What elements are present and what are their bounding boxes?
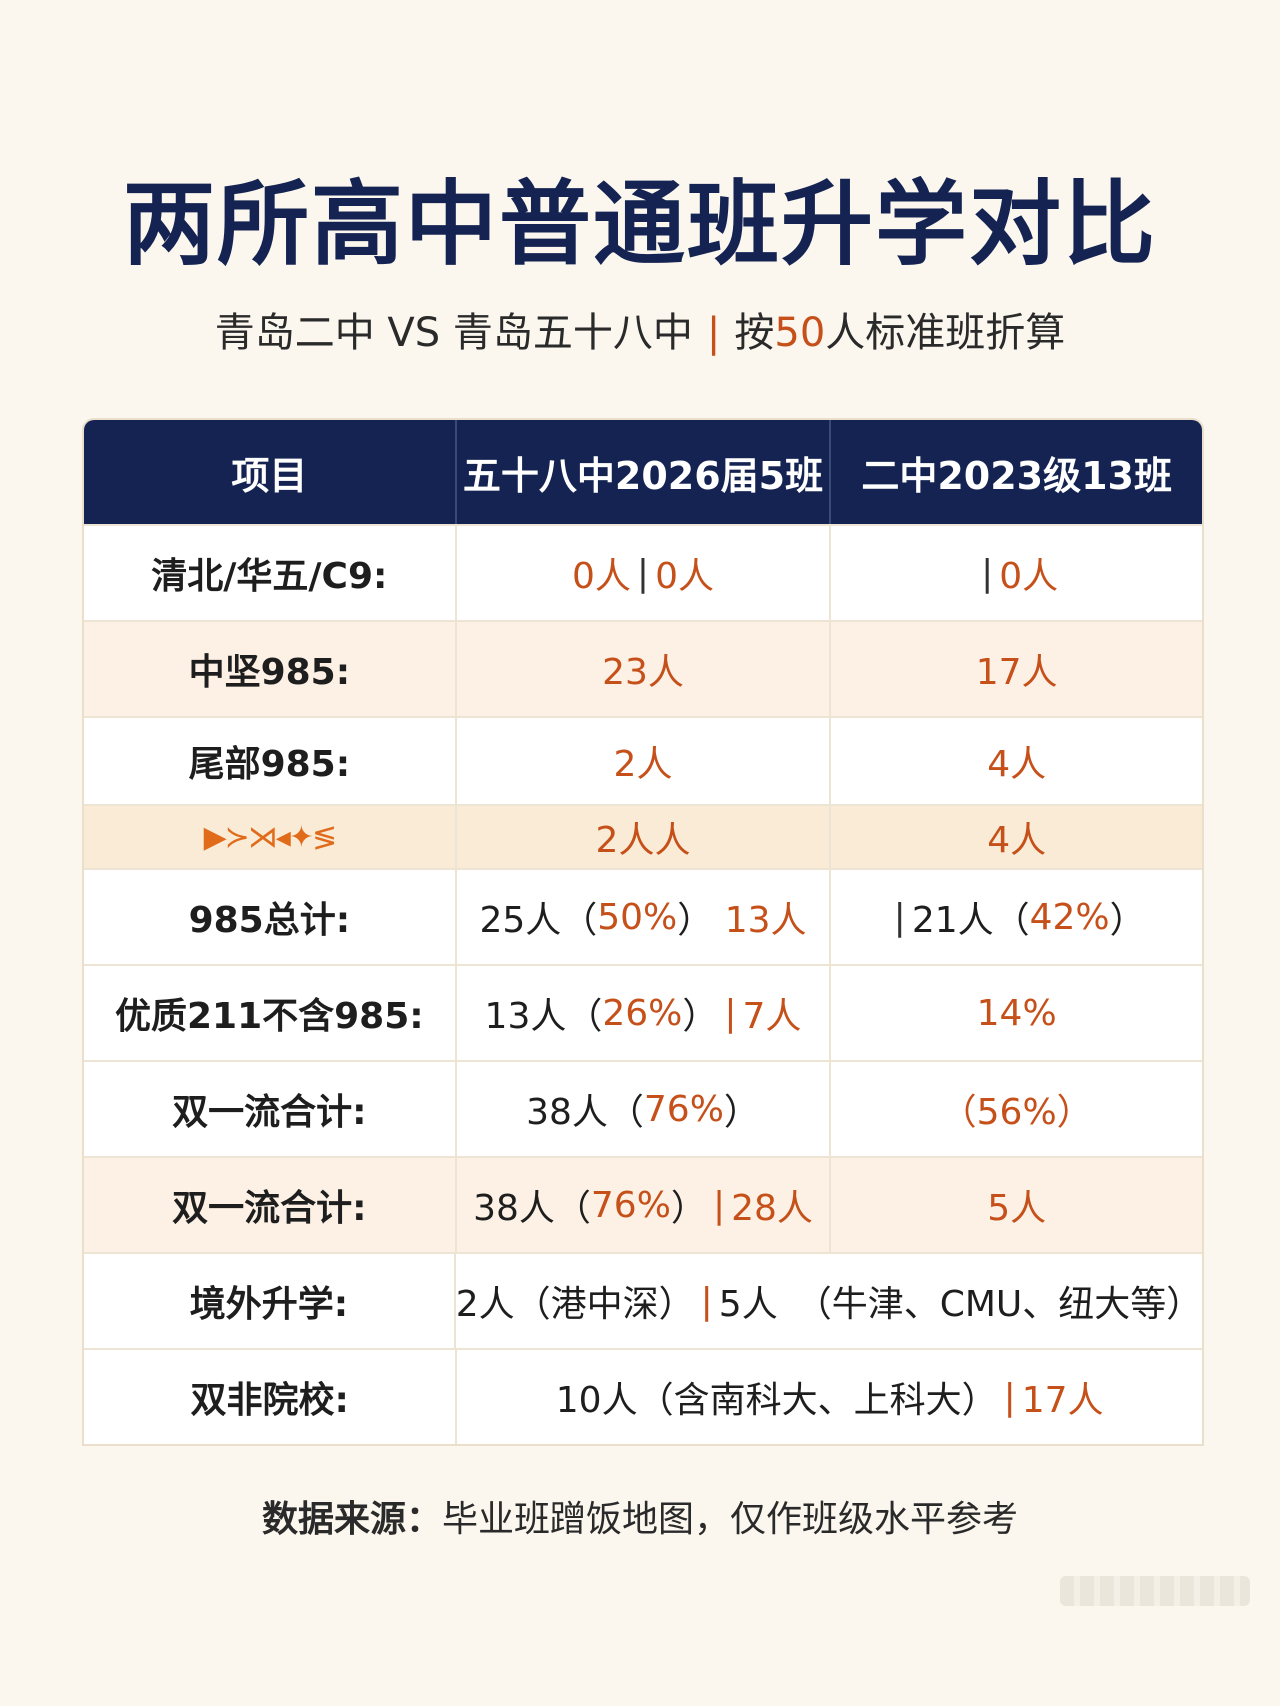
row-label: 清北/华五/C9:	[84, 526, 457, 620]
cell-value-merged: 2人（港中深） | 5人 （牛津、CMU、纽大等）	[456, 1254, 1202, 1348]
row-label: 双一流合计:	[84, 1158, 457, 1252]
table-row: 尾部985: 2人 4人	[84, 716, 1202, 804]
cell-value: 13人（ 26%） | 7人	[457, 966, 832, 1060]
table-row: 中坚985: 23人 17人	[84, 620, 1202, 716]
value-part: ）	[1109, 900, 1146, 941]
cell-value: 14%	[976, 992, 1057, 1034]
table-row: 985总计: 25人（ 50%） 13人 | 21人（ 42%）	[84, 868, 1202, 964]
divider: |	[724, 992, 737, 1034]
row-label: 优质211不含985:	[84, 966, 457, 1060]
value-part: 25人（	[479, 900, 598, 941]
value-part: 38人（	[526, 1092, 644, 1133]
row-label: 双一流合计:	[84, 1062, 457, 1156]
value-part: ）	[677, 900, 714, 941]
divider: |	[700, 1280, 713, 1322]
divider: |	[712, 1184, 726, 1226]
row-label: 尾部985:	[84, 718, 457, 804]
value-extra: 28人	[731, 1188, 813, 1229]
value-part: ）	[723, 1092, 760, 1133]
value-extra: 7人	[742, 996, 802, 1037]
cell-value: | 21人（ 42%）	[831, 870, 1202, 964]
value-part: 0人	[572, 556, 631, 597]
value-part: 21人（	[911, 900, 1030, 941]
value-part: 13人（	[484, 996, 603, 1037]
cell-value: （56%）	[940, 1092, 1093, 1133]
page-title: 两所高中普通班升学对比	[122, 171, 1157, 278]
table-row: 优质211不含985: 13人（ 26%） | 7人 14%	[84, 964, 1202, 1060]
cell-value: 2人人	[457, 806, 832, 868]
cell-value: 5人	[987, 1188, 1047, 1229]
cell-value: 38人（ 76%）	[457, 1062, 832, 1156]
cell-value: 25人（ 50%） 13人	[457, 870, 832, 964]
table-row: 双一流合计: 38人（ 76%） | 28人 5人	[84, 1156, 1202, 1252]
table-row: 双一流合计: 38人（ 76%） （56%）	[84, 1060, 1202, 1156]
footer-source-note: 数据来源：毕业班蹭饭地图，仅作班级水平参考	[0, 1490, 1280, 1542]
row-label: 中坚985:	[84, 622, 457, 716]
divider: |	[981, 552, 994, 594]
comparison-table: 项目 五十八中2026届5班 二中2023级13班 清北/华五/C9: 0人 | 0…	[82, 418, 1204, 1446]
divider: |	[1003, 1376, 1016, 1418]
header-school-58: 五十八中2026届5班	[457, 420, 832, 524]
row-label: 985总计:	[84, 870, 457, 964]
cell-value: 17人	[975, 652, 1058, 693]
header-item: 项目	[84, 420, 457, 524]
row-label-glyphs: ▶≻⋊◂✦≶	[84, 806, 457, 868]
cell-value: 4人	[987, 820, 1047, 861]
table-row: 清北/华五/C9: 0人 | 0人 | 0人	[84, 524, 1202, 620]
table-row: 境外升学: 2人（港中深） | 5人 （牛津、CMU、纽大等）	[84, 1252, 1202, 1348]
footer-label: 数据来源：	[261, 1499, 442, 1540]
cell-value: 0人 | 0人	[457, 526, 832, 620]
table-row: 双非院校: 10人（含南科大、上科大） | 17人	[84, 1348, 1202, 1444]
row-label: 双非院校:	[84, 1350, 458, 1444]
subtitle-class-size: 50	[774, 310, 826, 356]
value-part: ）	[682, 996, 719, 1037]
cell-value: 4人	[987, 744, 1047, 785]
divider: |	[893, 896, 906, 938]
header-school-2: 二中2023级13班	[861, 453, 1172, 498]
cell-value: 2人	[457, 718, 832, 804]
value-percent: 42%	[1029, 896, 1110, 938]
footer-text: 毕业班蹭饭地图，仅作班级水平参考	[442, 1499, 1019, 1540]
page-subtitle: 青岛二中 VS 青岛五十八中 | 按50人标准班折算	[0, 300, 1280, 358]
value-part: 0人	[999, 556, 1059, 597]
table-row: ▶≻⋊◂✦≶ 2人人 4人	[84, 804, 1202, 868]
cell-value: | 0人	[831, 526, 1202, 620]
value-percent: 26%	[602, 992, 683, 1034]
subtitle-schools: 青岛二中 VS 青岛五十八中	[214, 310, 693, 356]
subtitle-prefix: 按	[734, 310, 775, 356]
value-percent: 76%	[643, 1088, 724, 1130]
cell-value: 38人（ 76%） | 28人	[457, 1158, 832, 1252]
watermark-logo	[1060, 1576, 1250, 1606]
cell-value: 23人	[457, 622, 832, 716]
value-part: ）	[670, 1188, 707, 1229]
subtitle-suffix: 人标准班折算	[825, 310, 1066, 356]
value-part: 2人（港中深）	[455, 1284, 695, 1325]
value-part: 38人（	[473, 1188, 591, 1229]
value-part: 17人	[1021, 1380, 1104, 1421]
cell-value-merged: 10人（含南科大、上科大） | 17人	[457, 1350, 1202, 1444]
value-extra: 13人	[724, 900, 807, 941]
value-part: 5人 （牛津、CMU、纽大等）	[718, 1284, 1203, 1325]
value-percent: 76%	[590, 1184, 671, 1226]
value-part: 10人（含南科大、上科大）	[555, 1380, 998, 1421]
divider: |	[636, 552, 650, 594]
table-header-row: 项目 五十八中2026届5班 二中2023级13班	[84, 420, 1202, 524]
value-part: 0人	[655, 556, 714, 597]
subtitle-separator: |	[706, 310, 721, 356]
row-label: 境外升学:	[84, 1254, 456, 1348]
value-percent: 50%	[597, 896, 678, 938]
